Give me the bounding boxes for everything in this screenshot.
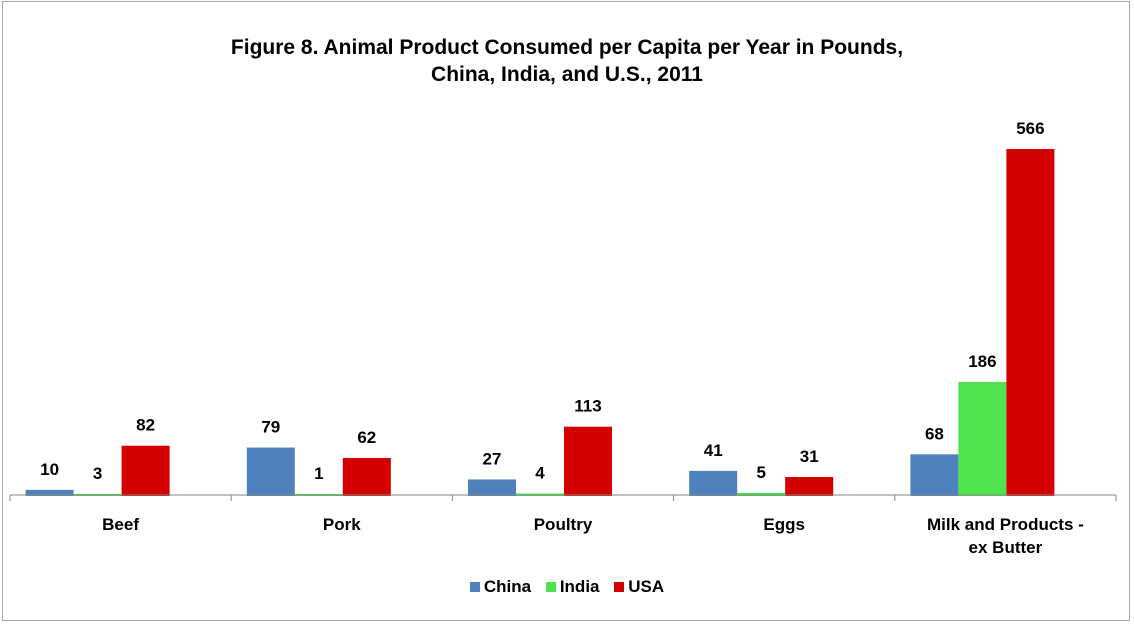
bar-china-beef [25,489,74,496]
chart-title-line-1: Figure 8. Animal Product Consumed per Ca… [230,36,904,59]
data-labels-group: 10 3 82 79 1 62 27 4 113 41 5 31 68 186 566 [40,119,1044,483]
bar-usa-milk-and-products-ex-butter [1006,149,1055,496]
legend-item-usa: USA [614,577,664,597]
legend: China India USA [0,577,1134,597]
data-label-usa-pork: 62 [357,428,376,447]
data-label-india-pork: 1 [314,464,323,483]
bar-india-eggs [737,492,786,496]
data-label-usa-eggs: 31 [800,447,819,466]
legend-item-china: China [469,577,532,597]
legend-label-india: India [559,577,600,596]
data-label-china-eggs: 41 [704,441,723,460]
legend-swatch-china [469,582,480,592]
legend-swatch-india [545,582,556,592]
data-label-usa-beef: 82 [136,416,155,435]
category-label-poultry: Poultry [534,515,593,534]
x-axis-ticks [9,495,1117,501]
category-label-beef: Beef [102,515,139,534]
bar-usa-pork [342,457,391,496]
chart-title-line-2: China, India, and U.S., 2011 [431,63,703,86]
bars-group [25,149,1055,496]
data-label-usa-poultry: 113 [574,397,601,416]
category-label-pork: Pork [323,515,361,534]
data-label-china-pork: 79 [261,418,280,437]
category-label-milk-and-products-ex-butter-line-2: ex Butter [969,538,1043,557]
data-label-india-milk-and-products-ex-butter: 186 [968,352,996,371]
category-labels-group: Beef Pork Poultry Eggs Milk and Products - ex… [102,515,1084,557]
bar-china-eggs [689,470,738,496]
bar-china-pork [246,447,295,496]
data-label-india-beef: 3 [93,464,102,483]
bar-china-poultry [468,479,516,496]
data-label-china-beef: 10 [40,460,59,479]
bar-china-milk-and-products-ex-butter [910,454,959,496]
bar-usa-poultry [564,426,612,496]
data-label-india-poultry: 4 [535,464,545,483]
data-label-india-eggs: 5 [756,463,765,482]
data-label-china-milk-and-products-ex-butter: 68 [925,424,944,443]
bar-usa-eggs [785,476,834,496]
bar-usa-beef [121,445,170,496]
category-label-eggs: Eggs [763,515,805,534]
legend-label-usa: USA [628,577,665,596]
category-label-milk-and-products-ex-butter-line-1: Milk and Products - [927,515,1084,534]
legend-label-china: China [483,577,532,596]
legend-item-india: India [545,577,600,597]
data-label-usa-milk-and-products-ex-butter: 566 [1016,119,1044,138]
data-label-china-poultry: 27 [483,449,502,468]
bar-india-milk-and-products-ex-butter [958,381,1007,496]
legend-swatch-usa [614,582,625,592]
chart-title: Figure 8. Animal Product Consumed per Ca… [0,34,1134,88]
